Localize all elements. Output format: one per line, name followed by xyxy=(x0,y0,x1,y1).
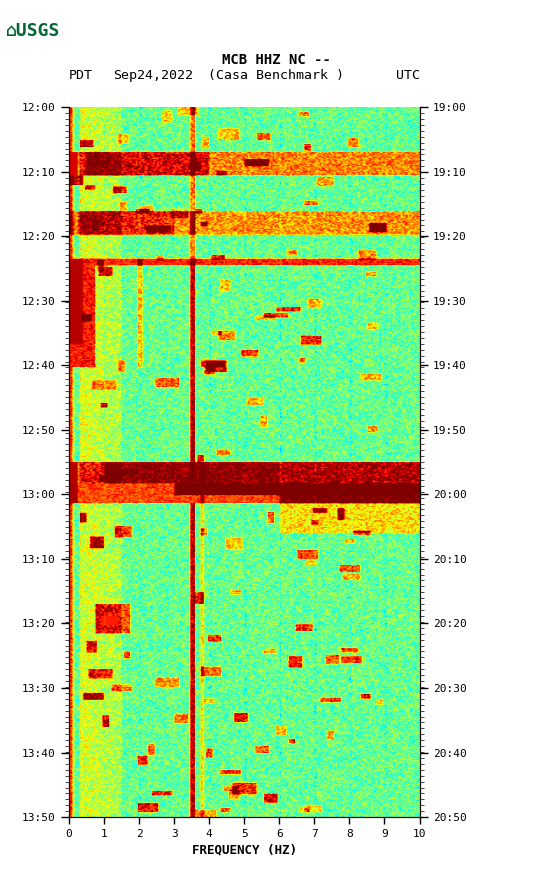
Text: ⌂USGS: ⌂USGS xyxy=(6,22,60,40)
X-axis label: FREQUENCY (HZ): FREQUENCY (HZ) xyxy=(192,843,297,856)
Text: PDT: PDT xyxy=(69,69,93,82)
Text: MCB HHZ NC --: MCB HHZ NC -- xyxy=(221,53,331,67)
Text: (Casa Benchmark ): (Casa Benchmark ) xyxy=(208,69,344,82)
Text: Sep24,2022: Sep24,2022 xyxy=(113,69,193,82)
Text: UTC: UTC xyxy=(396,69,420,82)
